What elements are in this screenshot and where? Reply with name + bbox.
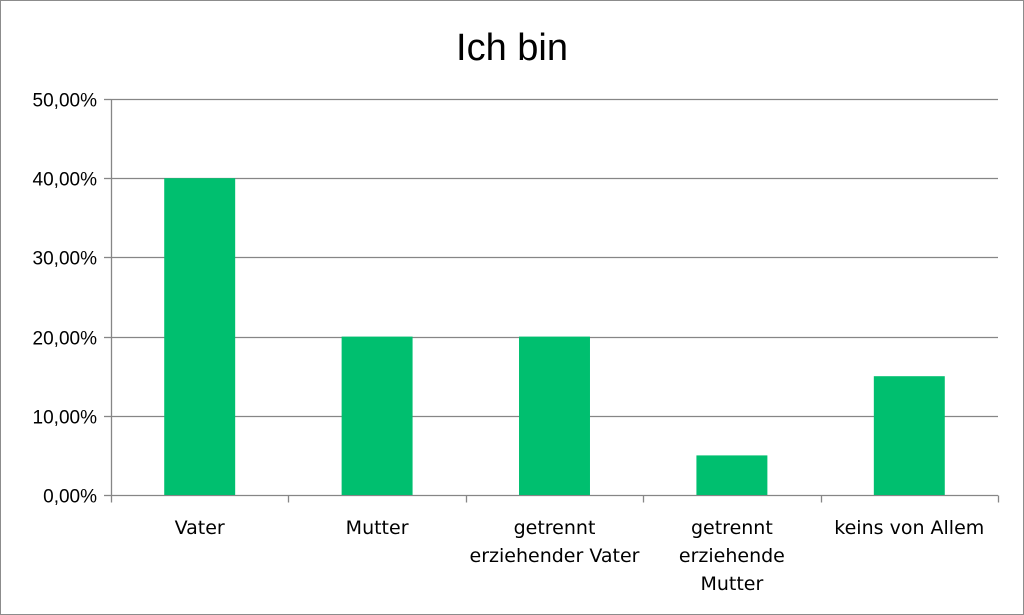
bar: [519, 336, 590, 495]
x-category-label-line: keins von Allem: [834, 517, 984, 539]
bars: [164, 178, 945, 495]
y-tick-label: 10,00%: [33, 408, 98, 429]
x-category-label-line: getrennt: [514, 517, 596, 539]
y-tick-label: 50,00%: [33, 91, 98, 112]
x-category-label-line: getrennt: [691, 517, 773, 539]
bar: [341, 336, 413, 495]
x-category-label: getrennt erziehender Vater: [470, 517, 640, 567]
axes: [104, 98, 1000, 503]
x-category-label-line: erziehender Vater: [470, 545, 640, 567]
y-tick-label: 20,00%: [33, 329, 98, 350]
gridlines: [111, 98, 998, 418]
chart-title: Ich bin: [456, 27, 568, 69]
x-category-label-line: Mutter: [700, 573, 763, 595]
y-tick-labels: 0,00% 10,00% 20,00% 30,00% 40,00% 50,00%: [33, 91, 98, 508]
x-category-label: Vater: [175, 517, 225, 539]
x-category-label: keins von Allem: [834, 517, 984, 539]
x-category-labels: Vater Mutter getrennt erziehender Vatergetr…: [175, 517, 985, 595]
x-category-label: getrennt erziehende Mutter: [679, 517, 785, 595]
y-tick-label: 0,00%: [43, 487, 97, 508]
bar: [873, 376, 945, 495]
x-category-label-line: Mutter: [346, 517, 409, 539]
y-tick-label: 30,00%: [33, 249, 98, 270]
bar: [696, 455, 768, 495]
x-category-label: Mutter: [346, 517, 409, 539]
x-category-label-line: erziehende: [679, 545, 785, 567]
y-tick-label: 40,00%: [33, 170, 98, 191]
bar: [164, 178, 236, 495]
x-category-label-line: Vater: [175, 517, 225, 539]
